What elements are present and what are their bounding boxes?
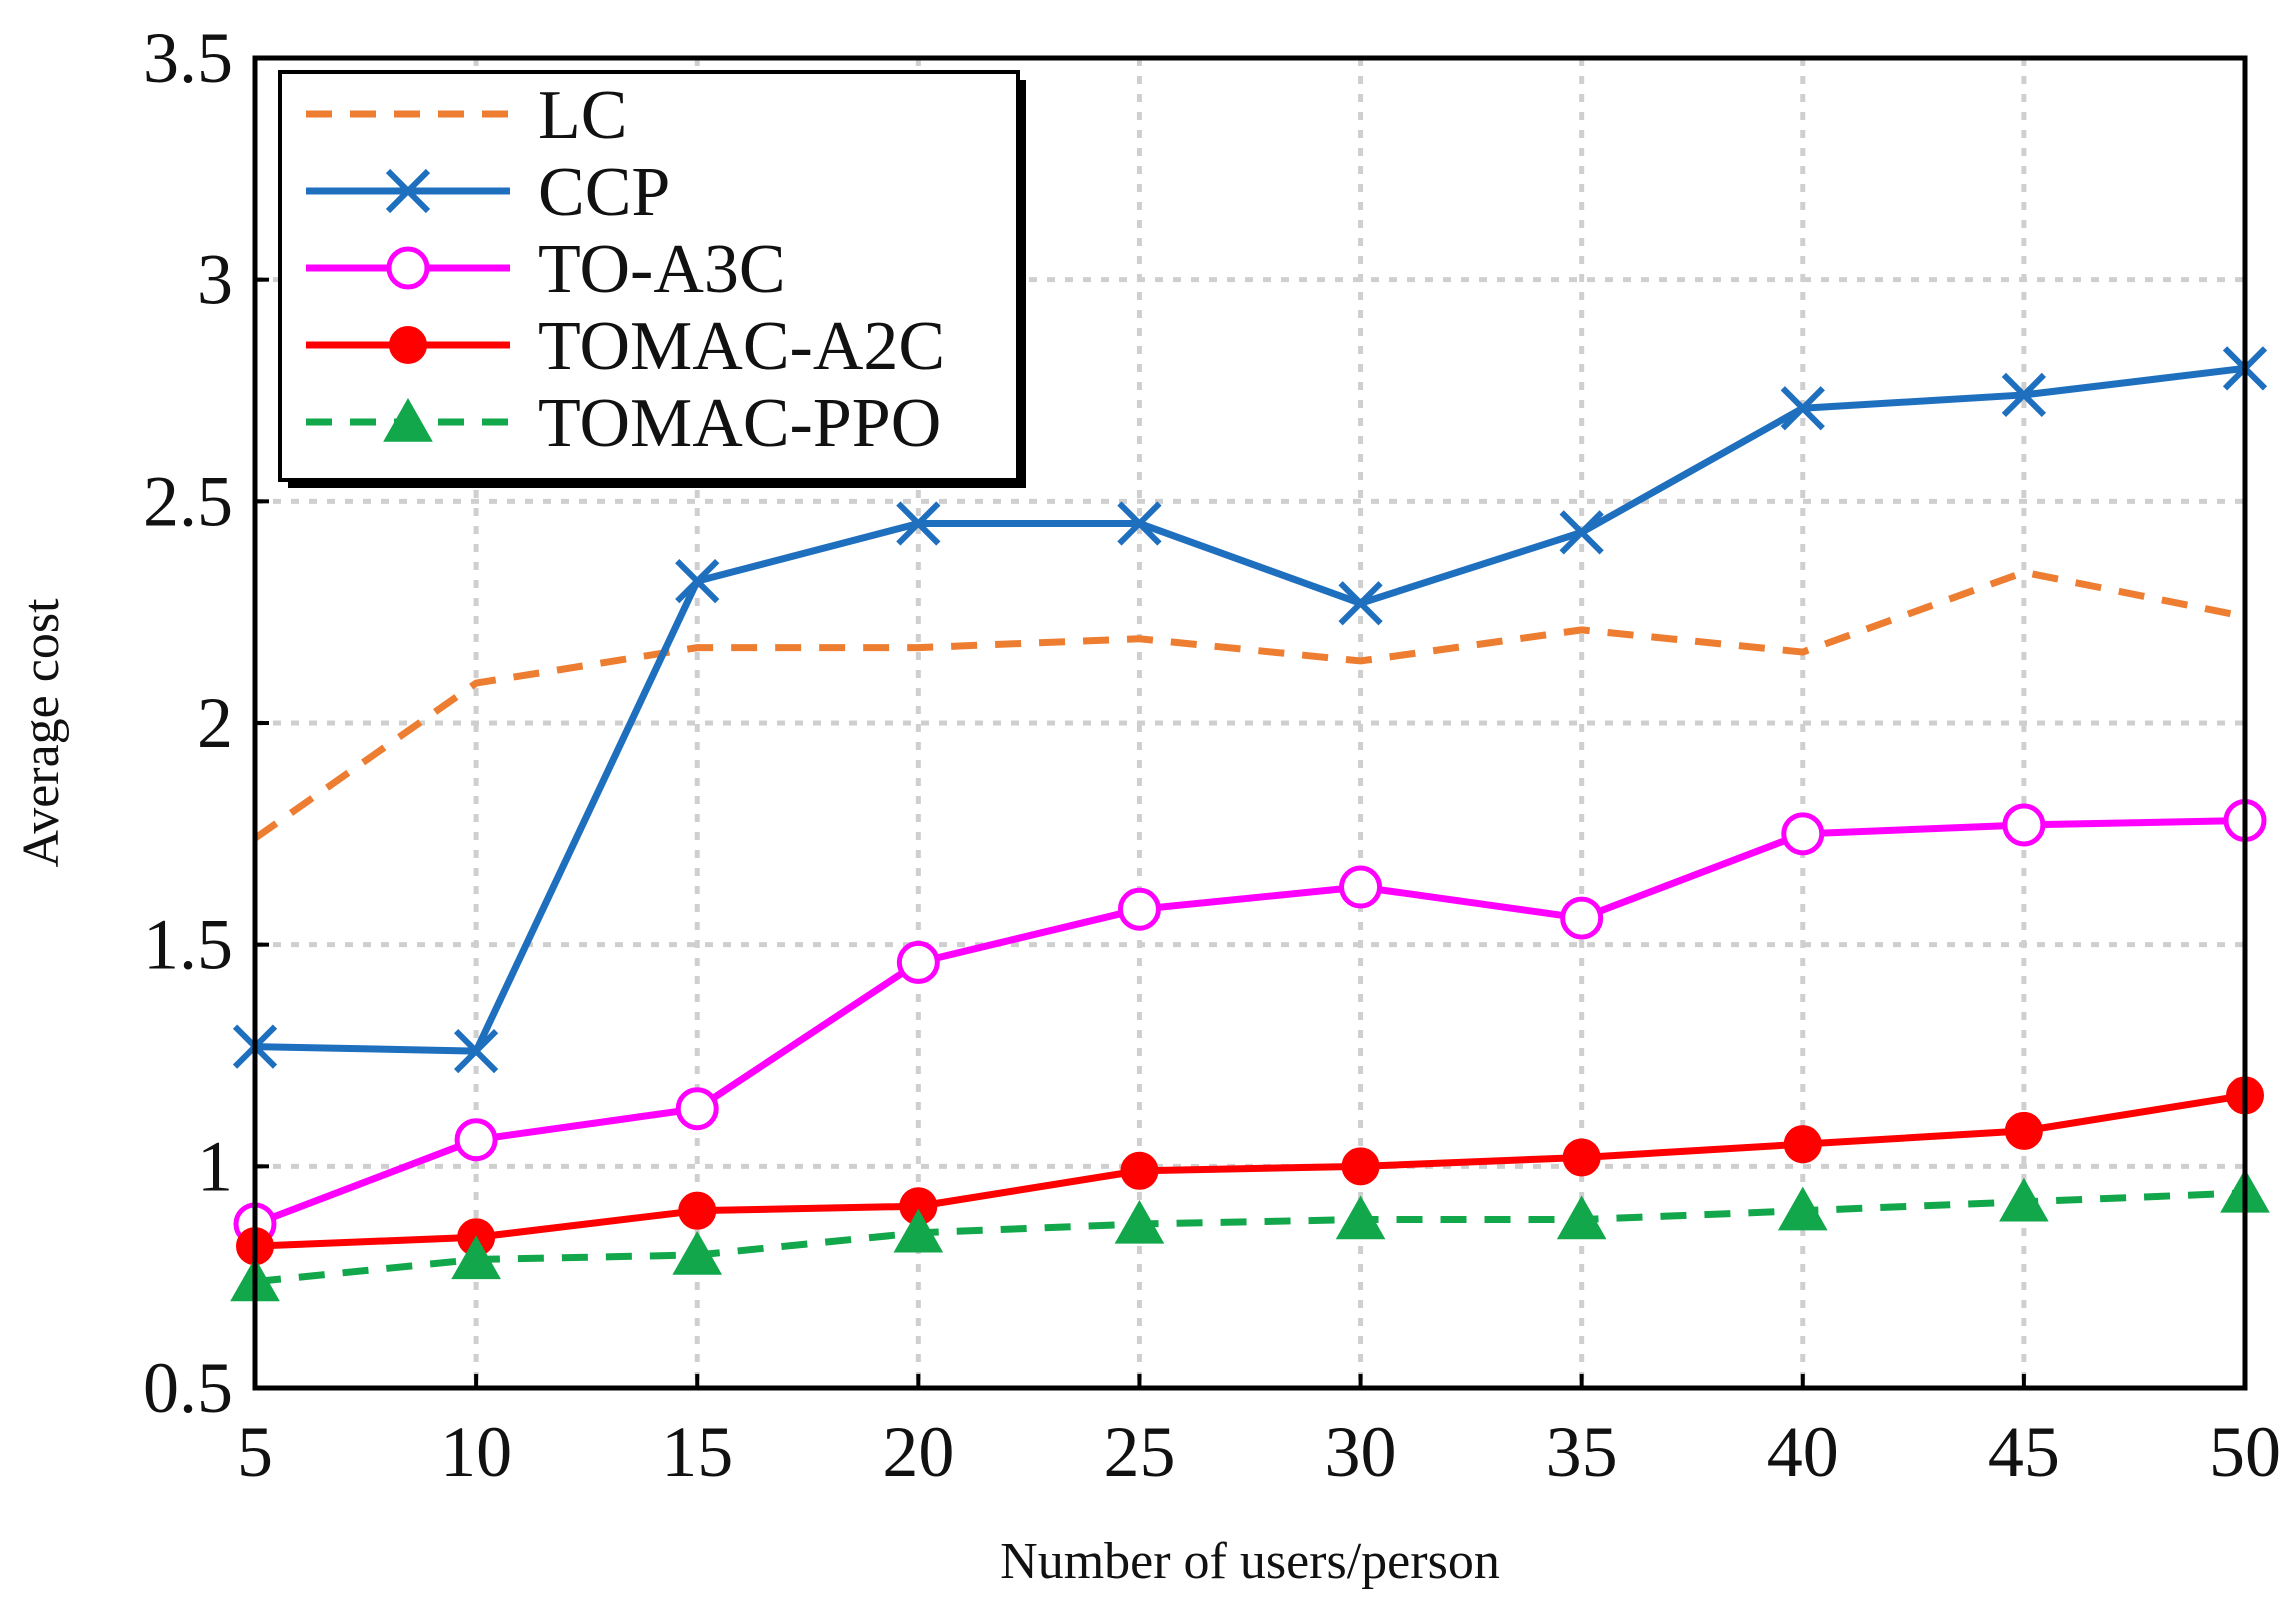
y-tick-label: 1 [197, 1126, 233, 1206]
data-point [678, 1191, 717, 1230]
legend-marker [386, 246, 430, 290]
data-point [1117, 887, 1161, 931]
data-point [1338, 581, 1383, 626]
series-line [252, 568, 2246, 842]
legend-item: TO-A3C [306, 231, 786, 308]
legend-item: CCP [306, 154, 670, 231]
x-tick-label: 25 [1103, 1412, 1175, 1492]
data-point [1560, 896, 1604, 940]
data-point [1559, 510, 1604, 555]
marker-stroke [1338, 581, 1383, 626]
data-point [1339, 865, 1383, 909]
y-tick-label: 3.5 [143, 18, 233, 98]
series-line [254, 1091, 2246, 1250]
data-point [1777, 1186, 1828, 1231]
data-point [1780, 386, 1825, 431]
y-tick-label: 2 [197, 683, 233, 763]
data-point [675, 559, 720, 604]
x-axis-title: Number of users/person [1000, 1533, 1500, 1590]
x-tick-label: 5 [237, 1412, 273, 1492]
marker-stroke [1780, 386, 1825, 431]
x-tick-label: 10 [440, 1412, 512, 1492]
legend-label: LC [538, 77, 627, 154]
marker-stroke [453, 1028, 499, 1074]
data-point [454, 1118, 498, 1162]
marker-stroke [2001, 372, 2047, 418]
legend-marker [385, 168, 431, 214]
marker-stroke [385, 168, 431, 214]
data-point [672, 1230, 723, 1275]
x-tick-label: 15 [661, 1412, 733, 1492]
data-point [893, 1208, 944, 1253]
data-point [2002, 803, 2046, 847]
data-point [1341, 1147, 1380, 1186]
data-point [1117, 501, 1162, 546]
x-tick-label: 50 [2209, 1412, 2281, 1492]
marker-stroke [675, 559, 720, 604]
legend-label: CCP [538, 154, 670, 231]
data-point [675, 1087, 719, 1131]
data-point [1562, 1138, 1601, 1177]
series-tomac-ppo [230, 1168, 2270, 1302]
marker-stroke [896, 501, 941, 546]
legend-marker [389, 326, 427, 364]
ticks: 5 10 15 20 25 30 35 40 45 50 0.5 1 1.5 2 2.5 3 3.5 [143, 18, 2281, 1492]
series-tomac-a2c [236, 1076, 2264, 1266]
legend-label: TOMAC-PPO [538, 385, 941, 462]
x-tick-label: 40 [1767, 1412, 1839, 1492]
data-point [1556, 1195, 1607, 1240]
series-line [253, 817, 2246, 1228]
x-tick-label: 20 [882, 1412, 954, 1492]
data-point [2004, 1111, 2043, 1150]
legend-label: TOMAC-A2C [538, 308, 945, 385]
x-tick-label: 35 [1546, 1412, 1618, 1492]
y-tick-label: 1.5 [143, 905, 233, 985]
series-line [254, 364, 2246, 1055]
marker-stroke [1559, 510, 1604, 555]
data-point [896, 940, 940, 984]
series-lc [252, 568, 2246, 842]
x-tick-label: 45 [1988, 1412, 2060, 1492]
y-tick-label: 3 [197, 240, 233, 320]
y-tick-label: 0.5 [143, 1348, 233, 1428]
legend-item: LC [306, 77, 627, 154]
data-point [2001, 372, 2047, 418]
legend-item: TOMAC-A2C [306, 308, 945, 385]
legend-item: TOMAC-PPO [306, 385, 941, 462]
data-point [1335, 1195, 1386, 1240]
data-point [1114, 1199, 1165, 1244]
data-point [1783, 1125, 1822, 1164]
y-tick-label: 2.5 [143, 461, 233, 541]
x-tick-label: 30 [1325, 1412, 1397, 1492]
series-line [254, 1189, 2246, 1286]
legend-label: TO-A3C [538, 231, 786, 308]
data-point [451, 1235, 501, 1280]
data-point [896, 501, 941, 546]
data-point [453, 1028, 499, 1074]
marker-stroke [1117, 501, 1162, 546]
data-point [1120, 1151, 1159, 1190]
data-point [1999, 1177, 2049, 1222]
y-axis-title: Average cost [13, 598, 70, 868]
data-point [1781, 812, 1825, 856]
legend-marker [383, 397, 433, 442]
